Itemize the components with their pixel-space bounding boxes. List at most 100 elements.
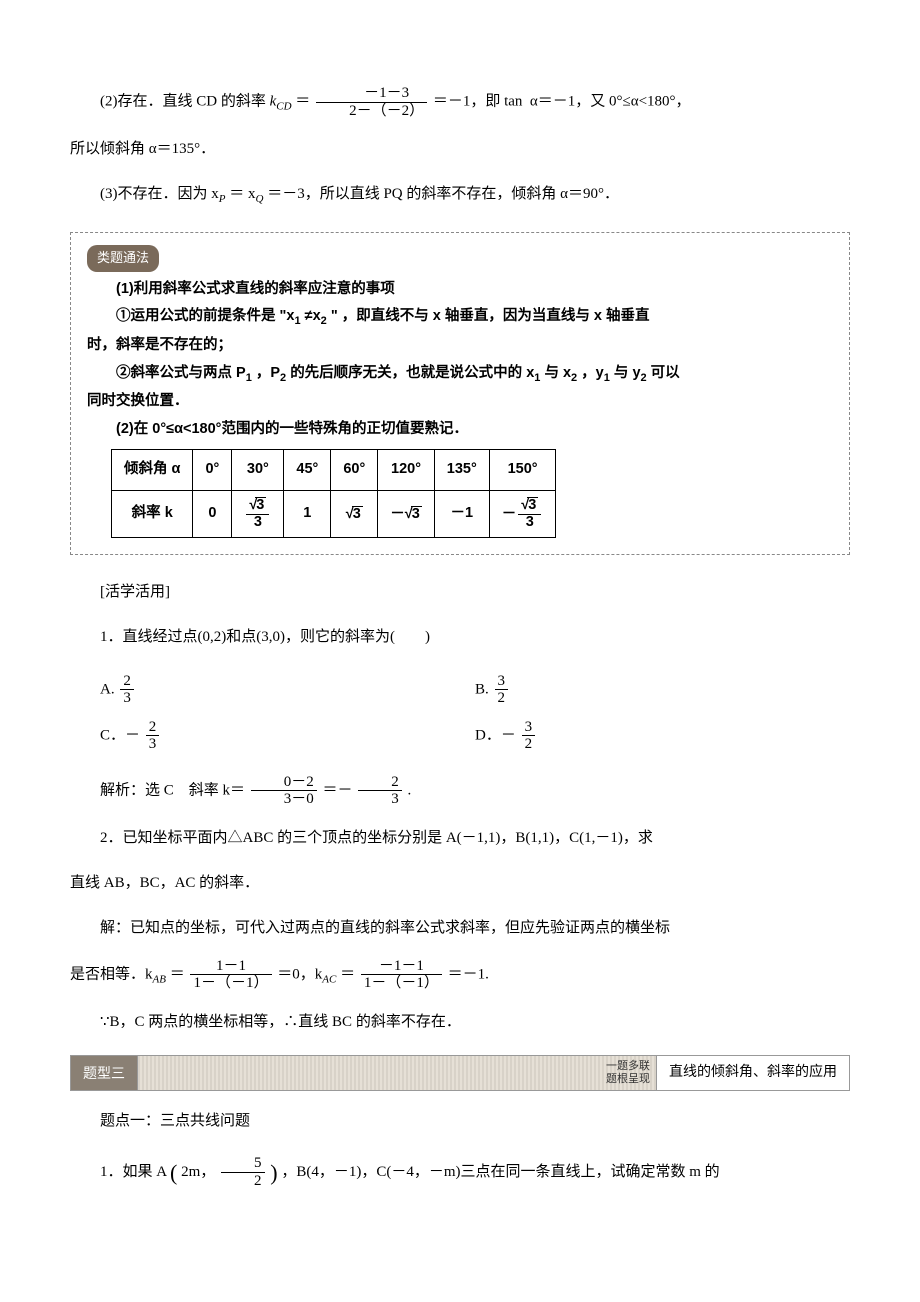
den: 1－（－1）: [190, 974, 271, 992]
solution-3: (3)不存在．因为 xP ＝ xQ ＝－3，所以直线 PQ 的斜率不存在，倾斜角…: [70, 179, 850, 210]
q2-sol2: 是否相等．kAB ＝ 1－11－（－1） ＝0，kAC ＝ －1－11－（－1）…: [70, 958, 850, 992]
cell: 45°: [284, 450, 331, 491]
cell: 1: [284, 490, 331, 537]
text: ①运用公式的前提条件是 "x: [116, 308, 294, 324]
text: .: [408, 782, 412, 798]
box-p1: ①运用公式的前提条件是 "x1 ≠x2 " ，即直线不与 x 轴垂直，因为当直线…: [87, 303, 833, 332]
sub-2: 2: [641, 371, 647, 383]
solution-2-line1: (2)存在．直线 CD 的斜率 kCD ＝ －1－3 2－（－2） ＝－1，即 …: [70, 85, 850, 119]
cell: 斜率 k: [112, 490, 193, 537]
method-box: 类题通法 (1)利用斜率公式求直线的斜率应注意的事项 ①运用公式的前提条件是 "…: [70, 232, 850, 555]
option-d: D．－ 32: [475, 719, 850, 753]
text: 是否相等．k: [70, 966, 153, 982]
q2-sol3: ∵B，C 两点的横坐标相等，∴直线 BC 的斜率不存在．: [70, 1007, 850, 1037]
q2-text: 2．已知坐标平面内△ABC 的三个顶点的坐标分别是 A(－1,1)，B(1,1)…: [70, 823, 850, 853]
eq: ＝: [295, 93, 314, 109]
text: 时，斜率是不存在的；: [87, 337, 232, 353]
type-bar: 题型三 一题多联 题根呈现 直线的倾斜角、斜率的应用: [70, 1055, 850, 1091]
cell: 33: [232, 490, 284, 537]
den: 2: [495, 689, 509, 707]
cell: 60°: [331, 450, 378, 491]
cell: 135°: [434, 450, 489, 491]
num: 1－1: [190, 958, 271, 975]
option-a: A. 23: [100, 673, 475, 707]
text: ≠x: [305, 308, 321, 324]
fraction: 23: [146, 719, 160, 753]
text: ②斜率公式与两点 P: [116, 365, 246, 381]
cell: －3: [378, 490, 435, 537]
q1-options-row1: A. 23 B. 32: [100, 667, 850, 713]
tangent-table: 倾斜角 α 0° 30° 45° 60° 120° 135° 150° 斜率 k…: [111, 449, 556, 537]
text: (1)利用斜率公式求直线的斜率应注意的事项: [116, 281, 395, 297]
text: 2．已知坐标平面内△ABC 的三个顶点的坐标分别是 A(－1,1)，B(1,1)…: [100, 830, 653, 846]
text: ，P: [256, 365, 280, 381]
page-root: (2)存在．直线 CD 的斜率 kCD ＝ －1－3 2－（－2） ＝－1，即 …: [0, 0, 920, 1270]
num: 0－2: [251, 774, 317, 791]
text: " ，即直线不与 x 轴垂直，因为当直线与 x 轴垂直: [331, 308, 650, 324]
sub-1: 1: [294, 315, 300, 327]
text: (2)在 0°≤α<180°范围内的一些特殊角的正切值要熟记．: [116, 421, 468, 437]
solution-2-line2: 所以倾斜角 α＝135°．: [70, 134, 850, 164]
text: ＝－1.: [448, 966, 489, 982]
q1-solution: 解析：选 C 斜率 k＝ 0－23－0 ＝－ 23 .: [70, 774, 850, 808]
fraction: 1－11－（－1）: [190, 958, 271, 992]
type-right: 直线的倾斜角、斜率的应用: [657, 1056, 849, 1090]
den: 3: [146, 735, 160, 753]
num: 2: [146, 719, 160, 736]
q2-sol1: 解：已知点的坐标，可代入过两点的直线的斜率公式求斜率，但应先验证两点的横坐标: [70, 913, 850, 943]
denominator: 2－（－2）: [316, 102, 427, 120]
text: 与 y: [614, 365, 641, 381]
sub-1: 1: [246, 371, 252, 383]
cell: 0: [193, 490, 232, 537]
den: 3: [358, 790, 402, 808]
sub-1: 1: [534, 371, 540, 383]
topic-q1: 1．如果 A ( 2m， 52 ) ，B(4，－1)，C(－4，－m)三点在同一…: [70, 1151, 850, 1195]
topic-header: 题点一：三点共线问题: [70, 1106, 850, 1136]
q2-line2: 直线 AB，BC，AC 的斜率．: [70, 868, 850, 898]
box-h1: (1)利用斜率公式求直线的斜率应注意的事项: [87, 276, 833, 304]
sub-2: 2: [571, 371, 577, 383]
type-mid: 一题多联 题根呈现: [137, 1056, 657, 1090]
num: 2: [120, 673, 134, 690]
text: (2)存在．直线 CD 的斜率: [100, 93, 270, 109]
label: C．－: [100, 727, 140, 743]
text: 解析：选 C 斜率 k＝: [100, 782, 245, 798]
cell: 倾斜角 α: [112, 450, 193, 491]
text: 的先后顺序无关，也就是说公式中的 x: [290, 365, 534, 381]
cell: 3: [331, 490, 378, 537]
numerator: －1－3: [316, 85, 427, 102]
cell: －1: [434, 490, 489, 537]
sub-1: 1: [604, 371, 610, 383]
label: B.: [475, 681, 489, 697]
box-p1-tail: 时，斜率是不存在的；: [87, 332, 833, 360]
text: 同时交换位置．: [87, 393, 189, 409]
fraction: 0－23－0: [251, 774, 317, 808]
text: ＝－1，即 tan α＝－1，又 0°≤α<180°，: [433, 93, 691, 109]
text: ＝ x: [229, 186, 255, 202]
text: ＝: [340, 966, 355, 982]
sub-p: P: [219, 193, 226, 205]
num: 3: [495, 673, 509, 690]
text: ＝0，k: [277, 966, 322, 982]
row-angles: 倾斜角 α 0° 30° 45° 60° 120° 135° 150°: [112, 450, 556, 491]
text: 与 x: [544, 365, 571, 381]
method-pill: 类题通法: [87, 245, 159, 272]
text: 所以倾斜角 α＝135°．: [70, 141, 215, 157]
sub-ac: AC: [322, 973, 336, 985]
text: ＝－3，所以直线 PQ 的斜率不存在，倾斜角 α＝90°．: [267, 186, 619, 202]
text: ＝: [170, 966, 185, 982]
fraction: 23: [120, 673, 134, 707]
fraction: 32: [522, 719, 536, 753]
cell: 150°: [489, 450, 556, 491]
practice-header: [活学活用]: [70, 577, 850, 607]
fraction: －1－3 2－（－2）: [316, 85, 427, 119]
num: 2: [358, 774, 402, 791]
fraction: 23: [358, 774, 402, 808]
den: 3: [120, 689, 134, 707]
sub-q: Q: [256, 193, 264, 205]
text: 1．如果 A: [100, 1164, 166, 1180]
paren-right-icon: ): [270, 1160, 277, 1185]
num: 5: [221, 1155, 265, 1172]
den: 1－（－1）: [361, 974, 442, 992]
type-label: 题型三: [71, 1056, 137, 1090]
